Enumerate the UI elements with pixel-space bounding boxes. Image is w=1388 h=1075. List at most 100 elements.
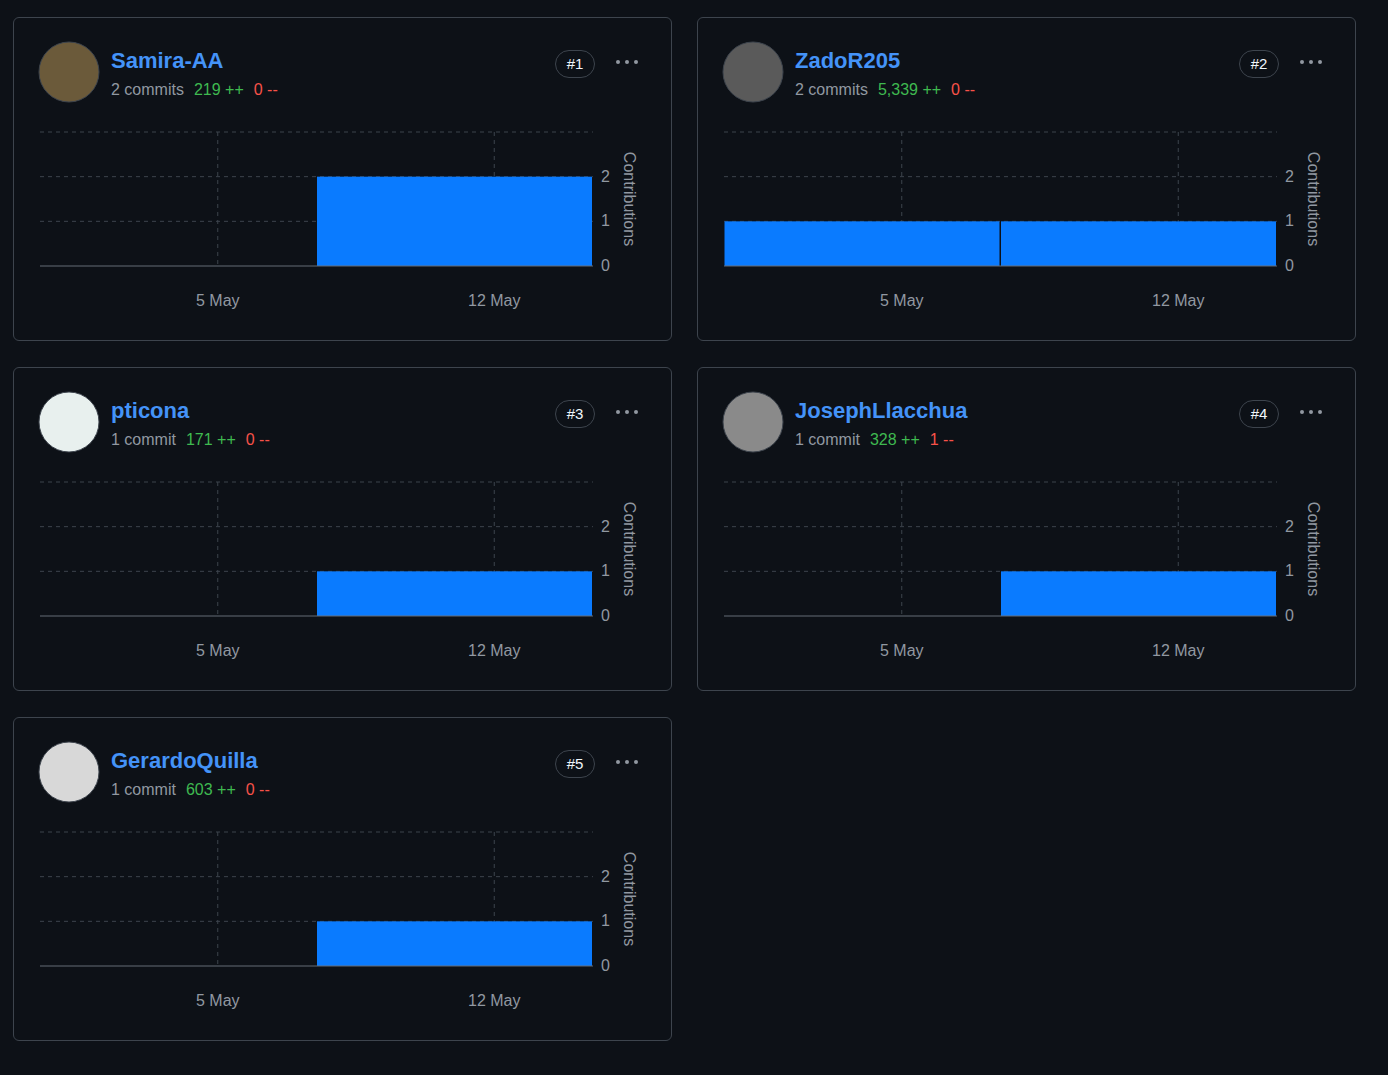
contributor-card: JosephLlacchua1 commit328 ++1 --#40125 M… (697, 367, 1356, 691)
y-axis-label: Contributions (621, 852, 638, 946)
contributor-meta: 1 commit 603 ++ 0 -- (111, 781, 280, 799)
menu-dot[interactable] (625, 410, 629, 414)
bar (1001, 571, 1276, 616)
grid-line (724, 176, 1277, 177)
additions: 5,339 ++ (878, 81, 941, 98)
contributor-card: ZadoR205 2 commits 5,339 ++ 0 -- #2 0 1 2 5 May 1… (697, 17, 1356, 341)
avatar[interactable] (723, 42, 783, 102)
menu-dot[interactable] (634, 760, 638, 764)
bars (317, 571, 592, 616)
additions: 328 ++ (870, 431, 920, 448)
x-tick-label: 5 May (196, 292, 240, 309)
contributor-name[interactable]: pticona (111, 398, 189, 424)
grid-line (40, 526, 593, 527)
grid-line (217, 132, 218, 266)
deletions: 0 -- (246, 781, 270, 798)
baseline (40, 616, 593, 617)
avatar[interactable] (39, 392, 99, 452)
bars (317, 921, 592, 966)
additions: 603 ++ (186, 781, 236, 798)
menu-dot[interactable] (625, 60, 629, 64)
rank-badge: #2 (1239, 50, 1279, 78)
chart: 0 1 2 5 May 12 May Contributions (698, 18, 1357, 342)
avatar[interactable] (39, 42, 99, 102)
chart: 0125 May12 MayContributions (14, 18, 673, 342)
y-tick-label: 0 (601, 257, 610, 274)
frame-top (40, 832, 593, 833)
bar (317, 921, 592, 966)
y-tick-label: 1 (1285, 212, 1294, 229)
baseline (40, 966, 593, 967)
contributor-card: pticona1 commit171 ++0 --#30125 May12 Ma… (13, 367, 672, 691)
bars (317, 177, 592, 266)
contributor-meta: 1 commit171 ++0 -- (111, 431, 280, 449)
commits: 1 commit (111, 781, 176, 798)
menu-dot[interactable] (1318, 60, 1322, 64)
contributor-meta: 2 commits219 ++0 -- (111, 81, 288, 99)
grid-line (724, 526, 1277, 527)
y-tick-label: 1 (1285, 562, 1294, 579)
bars (1001, 571, 1276, 616)
deletions: 1 -- (930, 431, 954, 448)
y-tick-label: 2 (601, 518, 610, 535)
commits: 1 commit (795, 431, 860, 448)
y-axis-label: Contributions (1305, 152, 1322, 246)
contributor-name[interactable]: JosephLlacchua (795, 398, 967, 424)
commits: 2 commits (795, 81, 868, 98)
x-tick-label: 5 May (880, 292, 924, 309)
commits: 2 commits (111, 81, 184, 98)
menu-dot[interactable] (1309, 60, 1313, 64)
chart: 0125 May12 MayContributions (698, 368, 1357, 692)
rank-badge: #3 (555, 400, 595, 428)
menu-dot[interactable] (1309, 410, 1313, 414)
chart: 0125 May12 MayContributions (14, 718, 673, 1042)
bar (317, 571, 592, 616)
menu-dot[interactable] (1318, 410, 1322, 414)
x-tick-label: 5 May (196, 642, 240, 659)
y-tick-label: 2 (601, 168, 610, 185)
grid-line (40, 876, 593, 877)
rank-badge: #5 (555, 750, 595, 778)
contributor-name[interactable]: GerardoQuilla (111, 748, 258, 774)
menu-dot[interactable] (634, 60, 638, 64)
frame-top (40, 132, 593, 133)
x-tick-label: 12 May (468, 992, 520, 1009)
y-tick-label: 2 (1285, 518, 1294, 535)
menu-dot[interactable] (1300, 410, 1304, 414)
y-tick-label: 0 (601, 957, 610, 974)
frame-top (724, 132, 1277, 133)
additions: 171 ++ (186, 431, 236, 448)
bar (317, 177, 592, 266)
deletions: 0 -- (254, 81, 278, 98)
y-axis-label: Contributions (621, 502, 638, 596)
menu-dot[interactable] (616, 760, 620, 764)
baseline (724, 616, 1277, 617)
menu-dot[interactable] (616, 410, 620, 414)
baseline (40, 266, 593, 267)
avatar[interactable] (39, 742, 99, 802)
menu-dot[interactable] (1300, 60, 1304, 64)
contributor-name[interactable]: ZadoR205 (795, 48, 900, 74)
x-tick-label: 12 May (1152, 292, 1204, 309)
grid-line (217, 482, 218, 616)
deletions: 0 -- (246, 431, 270, 448)
x-tick-label: 12 May (468, 642, 520, 659)
avatar[interactable] (723, 392, 783, 452)
y-tick-label: 0 (1285, 607, 1294, 624)
x-tick-label: 12 May (468, 292, 520, 309)
y-axis-label: Contributions (621, 152, 638, 246)
menu-dot[interactable] (634, 410, 638, 414)
bar (725, 221, 1000, 266)
menu-dot[interactable] (625, 760, 629, 764)
bars (725, 221, 1277, 266)
frame-top (724, 482, 1277, 483)
menu-dot[interactable] (616, 60, 620, 64)
y-tick-label: 0 (1285, 257, 1294, 274)
y-tick-label: 2 (601, 868, 610, 885)
rank-badge: #4 (1239, 400, 1279, 428)
bar (1001, 221, 1276, 266)
contributor-name[interactable]: Samira-AA (111, 48, 223, 74)
y-tick-label: 2 (1285, 168, 1294, 185)
deletions: 0 -- (951, 81, 975, 98)
y-tick-label: 1 (601, 562, 610, 579)
